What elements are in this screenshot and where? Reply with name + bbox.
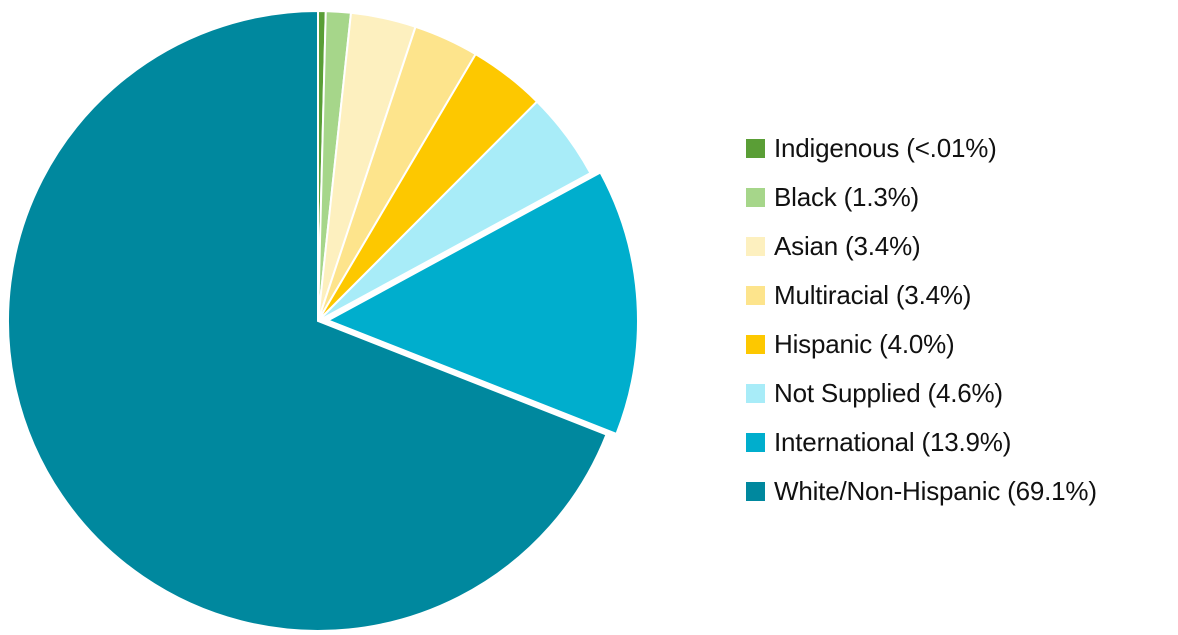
legend-swatch <box>746 139 765 158</box>
legend-label: Indigenous (<.01%) <box>774 133 997 163</box>
legend-item-multiracial: Multiracial (3.4%) <box>746 271 1097 320</box>
legend-item-white-non-hispanic: White/Non-Hispanic (69.1%) <box>746 467 1097 516</box>
legend-swatch <box>746 384 765 403</box>
legend-label: International (13.9%) <box>774 427 1012 457</box>
legend-swatch <box>746 286 765 305</box>
legend-label: Not Supplied (4.6%) <box>774 378 1003 408</box>
pie-slice-not-supplied <box>317 100 592 322</box>
pie-slice-international <box>325 171 639 436</box>
chart-legend: Indigenous (<.01%) Black (1.3%) Asian (3.4… <box>746 124 1097 516</box>
legend-item-international: International (13.9%) <box>746 418 1097 467</box>
legend-label: White/Non-Hispanic (69.1%) <box>774 476 1097 506</box>
legend-item-black: Black (1.3%) <box>746 173 1097 222</box>
legend-item-indigenous: Indigenous (<.01%) <box>746 124 1097 173</box>
legend-item-not-supplied: Not Supplied (4.6%) <box>746 369 1097 418</box>
pie-slice-white-non-hispanic <box>7 9 608 632</box>
legend-label: Black (1.3%) <box>774 182 919 212</box>
legend-label: Asian (3.4%) <box>774 231 921 261</box>
legend-swatch <box>746 433 765 452</box>
legend-swatch <box>746 188 765 207</box>
legend-label: Multiracial (3.4%) <box>774 280 972 310</box>
legend-label: Hispanic (4.0%) <box>774 329 955 359</box>
legend-item-asian: Asian (3.4%) <box>746 222 1097 271</box>
legend-swatch <box>746 335 765 354</box>
legend-swatch <box>746 237 765 256</box>
legend-item-hispanic: Hispanic (4.0%) <box>746 320 1097 369</box>
legend-swatch <box>746 482 765 501</box>
